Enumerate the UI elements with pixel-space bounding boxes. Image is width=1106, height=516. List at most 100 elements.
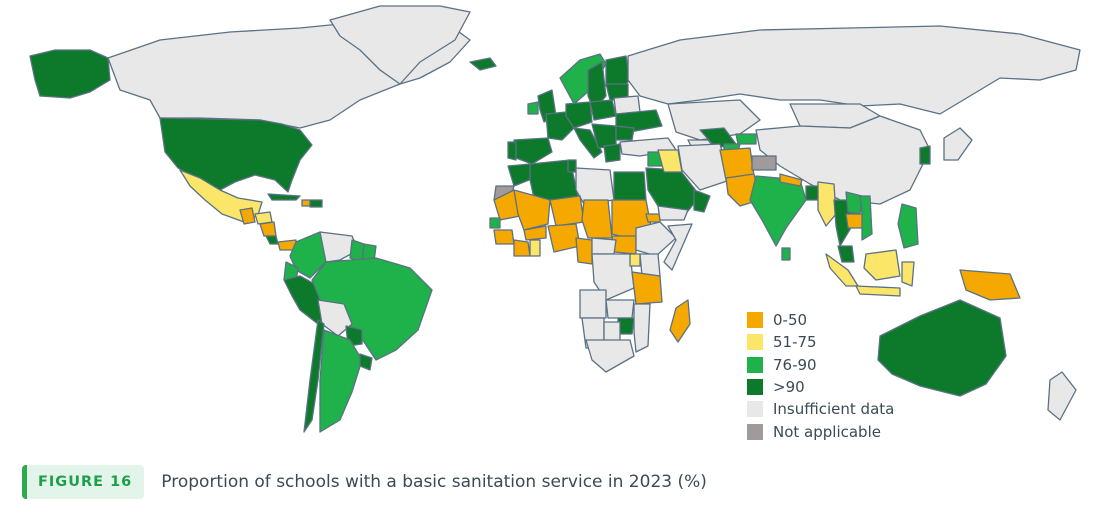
region-tanzania: [631, 271, 663, 305]
region-ghana: [529, 239, 541, 257]
region-oman: [693, 189, 711, 213]
figure-title: Proportion of schools with a basic sanit…: [161, 472, 707, 492]
region-haiti: [301, 199, 311, 207]
region-vietnam: [859, 195, 873, 241]
region-cote-d-ivoire: [513, 239, 531, 257]
region-chile: [303, 319, 325, 433]
region-nepal: [779, 173, 803, 187]
region-yemen: [657, 205, 689, 221]
region-cambodia: [845, 213, 865, 229]
region-iceland: [469, 57, 497, 71]
region-kenya: [639, 253, 661, 277]
region-portugal: [507, 141, 517, 161]
legend-swatch: [747, 312, 763, 329]
region-ukraine: [615, 109, 663, 133]
region-java: [855, 285, 901, 297]
region-angola: [579, 289, 607, 319]
region-united-states: [159, 117, 313, 193]
legend-label: 0-50: [773, 311, 808, 330]
legend-swatch: [747, 356, 763, 373]
region-eritrea: [645, 213, 661, 223]
legend-label: >90: [773, 378, 805, 397]
region-madagascar: [669, 299, 691, 343]
legend-item-insufficient-data: Insufficient data: [747, 398, 894, 420]
region-zambia: [605, 299, 635, 319]
region-senegal: [489, 217, 501, 229]
region-borneo: [863, 249, 901, 281]
legend-item-51-75: 51-75: [747, 331, 894, 353]
region-china: [755, 115, 931, 205]
legend-item-0-50: 0-50: [747, 309, 894, 331]
region-sumatra: [825, 253, 859, 287]
region-burkina-faso: [523, 225, 547, 241]
figure-caption: FIGURE 16 Proportion of schools with a b…: [22, 465, 707, 499]
map-legend: 0-50 51-75 76-90 >90 Insufficient data N…: [747, 309, 894, 443]
region-germany: [565, 101, 593, 129]
region-dr-congo: [591, 253, 635, 301]
region-greece: [603, 143, 621, 163]
region-uganda: [629, 253, 641, 267]
region-nigeria: [547, 223, 581, 253]
legend-item-76-90: 76-90: [747, 354, 894, 376]
region-iraq: [657, 149, 683, 173]
region-russia: [627, 25, 1081, 115]
legend-swatch: [747, 401, 763, 418]
region-cuba: [267, 193, 301, 201]
region-india: [749, 175, 807, 247]
region-belarus: [613, 95, 641, 115]
region-iran: [677, 143, 731, 191]
world-map: [29, 5, 1081, 433]
legend-swatch: [747, 379, 763, 396]
region-italy: [573, 127, 603, 159]
region-uruguay: [359, 353, 373, 371]
figure-label: FIGURE 16: [38, 474, 133, 490]
region-poland: [589, 99, 617, 121]
region-new-zealand: [1047, 371, 1077, 421]
region-cameroon: [575, 237, 593, 265]
legend-swatch: [747, 334, 763, 351]
region-nicaragua: [259, 221, 277, 237]
legend-label: Not applicable: [773, 422, 881, 441]
region-philippines: [897, 203, 919, 249]
region-central-african-republic: [591, 237, 617, 255]
region-dominican-republic: [309, 199, 323, 208]
figure-label-badge: FIGURE 16: [22, 465, 145, 499]
region-sulawesi: [901, 261, 915, 287]
region-south-africa: [585, 339, 635, 373]
region-mali: [513, 189, 551, 231]
region-korea: [919, 145, 931, 165]
region-spain: [513, 137, 553, 165]
region-mozambique: [633, 303, 651, 353]
region-guinea: [493, 229, 515, 245]
region-ethiopia: [635, 221, 677, 257]
region-bangladesh: [805, 185, 819, 201]
region-botswana: [603, 321, 621, 343]
legend-item-over-90: >90: [747, 376, 894, 398]
region-egypt: [613, 171, 647, 201]
region-niger: [549, 195, 585, 227]
region-romania: [615, 125, 635, 141]
region-papua-new-guinea: [959, 269, 1021, 301]
legend-label: Insufficient data: [773, 400, 895, 419]
region-australia: [877, 299, 1007, 397]
region-myanmar: [817, 181, 837, 227]
region-sri-lanka: [781, 247, 791, 261]
region-costa-rica: [265, 235, 279, 245]
region-tunisia: [567, 159, 577, 173]
legend-item-not-applicable: Not applicable: [747, 420, 894, 442]
region-bolivia: [317, 299, 353, 337]
region-brazil: [311, 257, 433, 361]
region-chad: [581, 199, 613, 239]
region-guatemala: [239, 207, 256, 225]
region-greenland: [329, 5, 471, 85]
region-alaska: [29, 49, 111, 99]
region-ireland: [527, 101, 539, 115]
region-kyrgyzstan: [735, 133, 757, 145]
region-malaysia: [837, 245, 855, 263]
region-libya: [575, 167, 615, 205]
region-kashmir: [751, 155, 777, 171]
legend-swatch: [747, 423, 763, 440]
region-laos: [845, 191, 863, 215]
region-argentina: [319, 329, 363, 433]
region-japan: [943, 127, 973, 161]
